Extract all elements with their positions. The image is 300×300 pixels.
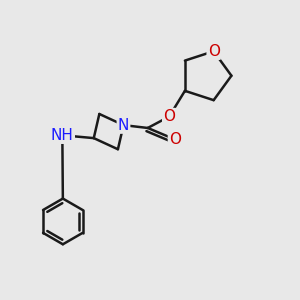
Text: O: O (208, 44, 220, 59)
Text: N: N (118, 118, 129, 133)
Text: NH: NH (51, 128, 74, 143)
Text: O: O (163, 109, 175, 124)
Text: O: O (169, 132, 181, 147)
